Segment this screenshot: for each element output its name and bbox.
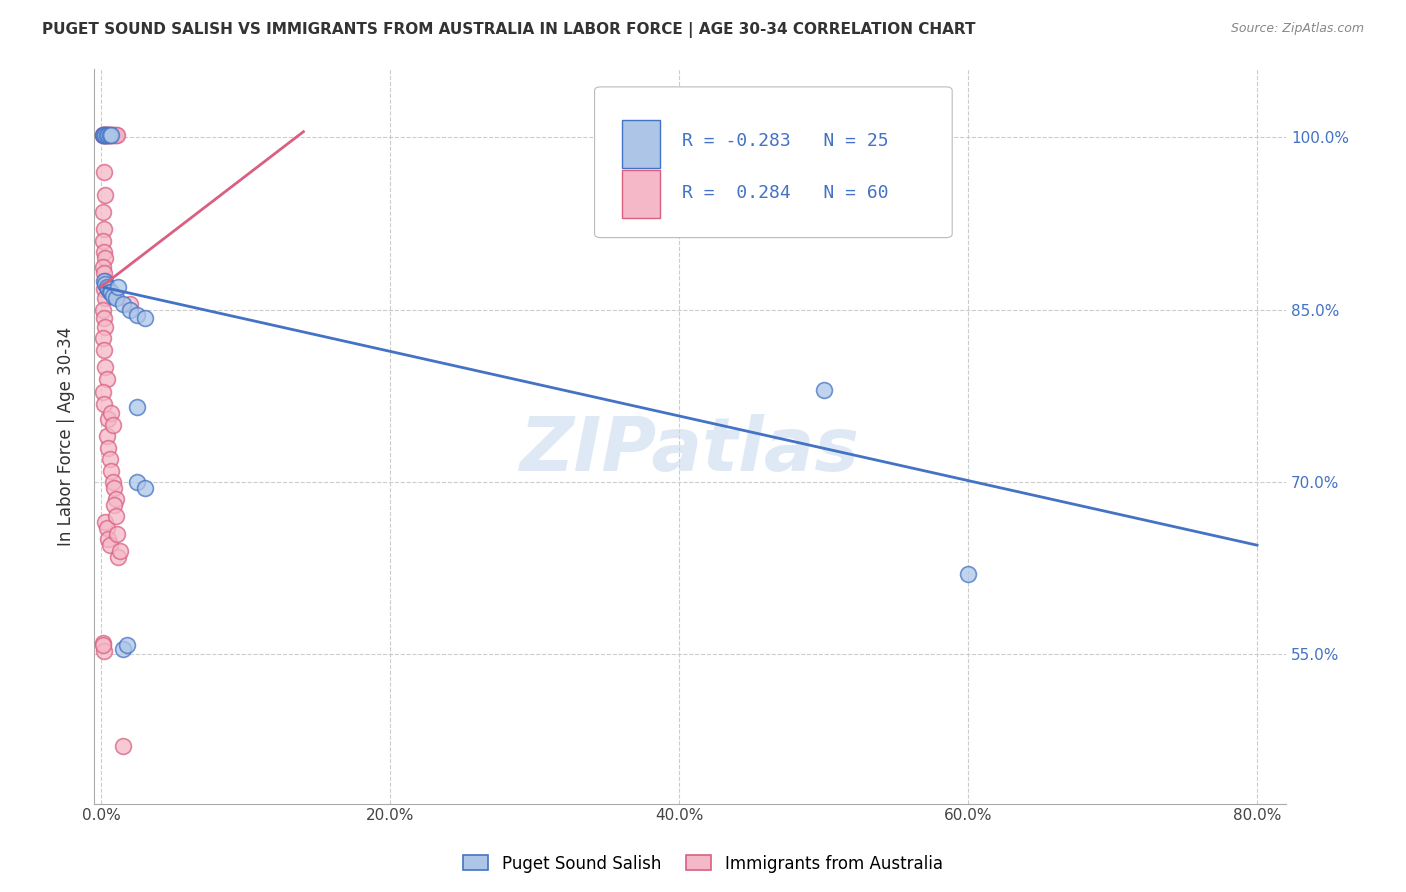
Point — [96, 128, 118, 143]
Point — [96, 371, 118, 385]
Point — [91, 331, 114, 345]
Point — [94, 128, 117, 143]
Point — [103, 481, 125, 495]
Point — [127, 401, 149, 415]
Point — [94, 251, 117, 265]
Point — [957, 566, 980, 581]
Point — [93, 165, 115, 179]
Point — [104, 492, 127, 507]
Point — [111, 739, 134, 754]
Point — [93, 128, 115, 143]
Point — [97, 128, 120, 143]
Point — [134, 481, 156, 495]
Text: ZIPatlas: ZIPatlas — [520, 414, 860, 487]
Text: R = -0.283   N = 25: R = -0.283 N = 25 — [682, 131, 889, 150]
FancyBboxPatch shape — [595, 87, 952, 237]
Point — [98, 538, 121, 552]
Point — [98, 285, 121, 300]
Text: Source: ZipAtlas.com: Source: ZipAtlas.com — [1230, 22, 1364, 36]
Point — [94, 291, 117, 305]
Point — [96, 429, 118, 443]
Point — [96, 521, 118, 535]
Point — [98, 452, 121, 467]
Point — [104, 291, 127, 305]
Point — [97, 282, 120, 296]
Point — [134, 310, 156, 325]
Point — [91, 638, 114, 652]
Point — [104, 128, 127, 143]
Y-axis label: In Labor Force | Age 30-34: In Labor Force | Age 30-34 — [58, 326, 75, 546]
Point — [101, 128, 124, 143]
Point — [118, 302, 141, 317]
Point — [94, 360, 117, 375]
Point — [98, 128, 121, 143]
Point — [100, 285, 122, 300]
Point — [107, 549, 129, 564]
Point — [93, 128, 115, 143]
Point — [94, 128, 117, 143]
Point — [107, 279, 129, 293]
Point — [91, 260, 114, 275]
Point — [97, 128, 120, 143]
Point — [94, 320, 117, 334]
FancyBboxPatch shape — [621, 170, 661, 218]
Point — [93, 397, 115, 411]
Point — [103, 128, 125, 143]
Point — [91, 128, 114, 143]
Point — [93, 644, 115, 658]
Point — [97, 533, 120, 547]
Point — [91, 636, 114, 650]
Legend: Puget Sound Salish, Immigrants from Australia: Puget Sound Salish, Immigrants from Aust… — [457, 848, 949, 880]
Point — [91, 234, 114, 248]
Point — [101, 475, 124, 489]
FancyBboxPatch shape — [621, 120, 661, 168]
Point — [103, 498, 125, 512]
Point — [91, 128, 114, 143]
Point — [127, 309, 149, 323]
Point — [96, 279, 118, 293]
Point — [94, 187, 117, 202]
Point — [115, 638, 138, 652]
Point — [97, 412, 120, 426]
Point — [94, 277, 117, 292]
Point — [94, 515, 117, 529]
Point — [100, 128, 122, 143]
Point — [93, 282, 115, 296]
Point — [127, 475, 149, 489]
Point — [94, 128, 117, 143]
Point — [93, 274, 115, 288]
Point — [100, 463, 122, 477]
Point — [91, 385, 114, 400]
Point — [93, 343, 115, 357]
Point — [91, 302, 114, 317]
Point — [93, 266, 115, 280]
Point — [93, 222, 115, 236]
Point — [96, 128, 118, 143]
Point — [97, 128, 120, 143]
Point — [108, 544, 131, 558]
Point — [111, 297, 134, 311]
Point — [118, 297, 141, 311]
Point — [101, 289, 124, 303]
Point — [91, 128, 114, 143]
Point — [100, 406, 122, 420]
Point — [97, 441, 120, 455]
Point — [91, 205, 114, 219]
Point — [104, 509, 127, 524]
Point — [93, 128, 115, 143]
Point — [813, 383, 835, 397]
Point — [93, 245, 115, 260]
Text: PUGET SOUND SALISH VS IMMIGRANTS FROM AUSTRALIA IN LABOR FORCE | AGE 30-34 CORRE: PUGET SOUND SALISH VS IMMIGRANTS FROM AU… — [42, 22, 976, 38]
Point — [105, 128, 128, 143]
Point — [96, 128, 118, 143]
Text: R =  0.284   N = 60: R = 0.284 N = 60 — [682, 185, 889, 202]
Point — [94, 274, 117, 288]
Point — [101, 417, 124, 432]
Point — [100, 128, 122, 143]
Point — [93, 310, 115, 325]
Point — [105, 526, 128, 541]
Point — [98, 128, 121, 143]
Point — [111, 641, 134, 656]
